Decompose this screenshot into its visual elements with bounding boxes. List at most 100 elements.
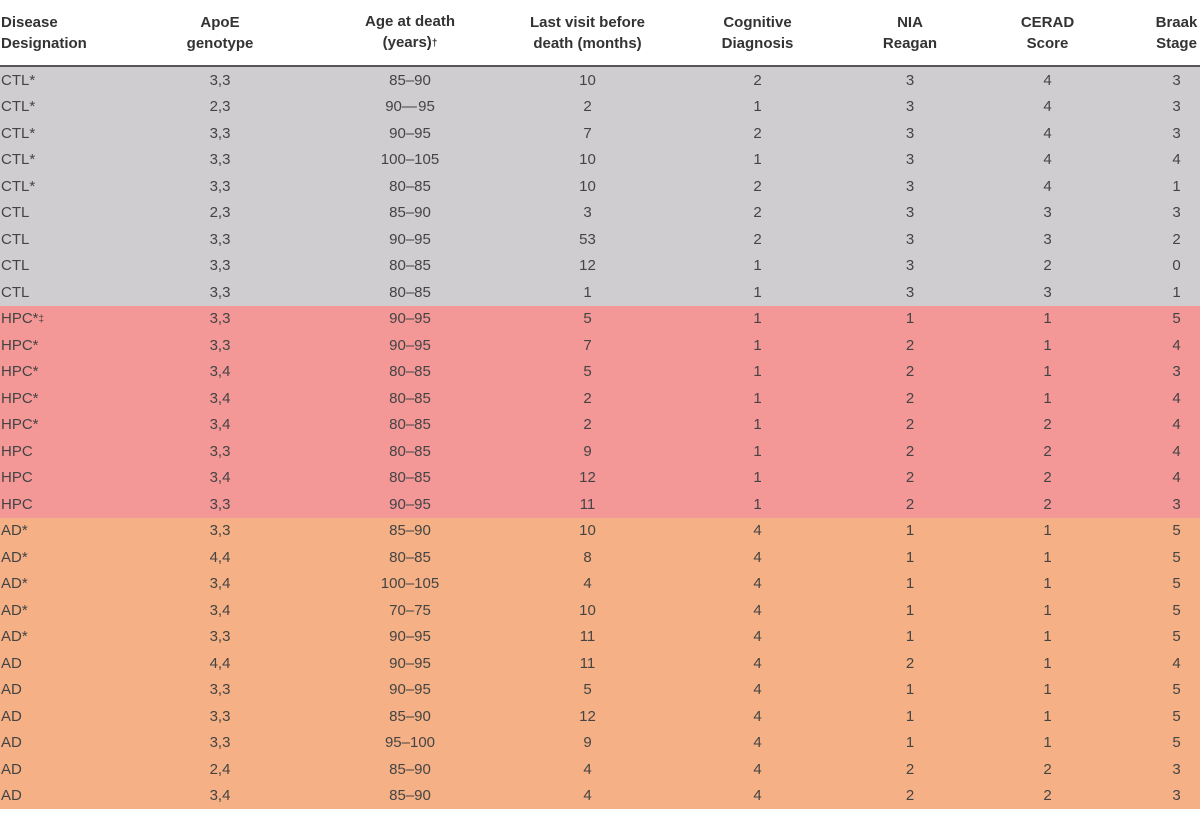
cell-apoe-genotype: 2,4 — [120, 756, 320, 783]
cell-age-at-death: 85–90 — [320, 199, 500, 226]
cell-value: 1 — [1043, 681, 1052, 699]
cell-value: 4 — [753, 734, 762, 752]
cell-value: 1 — [1043, 734, 1052, 752]
cell-age-at-death: 90–95 — [320, 676, 500, 703]
cell-value: 3,3 — [209, 124, 231, 142]
cell-nia-reagan: 2 — [840, 756, 980, 783]
cell-age-at-death: 80–85 — [320, 438, 500, 465]
cell-value: 3,3 — [209, 522, 231, 540]
cell-cerad-score: 1 — [980, 703, 1115, 730]
cell-value: 90–95 — [389, 495, 431, 513]
cell-age-at-death: 100–105 — [320, 146, 500, 173]
cell-value: 1 — [753, 310, 762, 328]
cell-cognitive-diagnosis: 1 — [675, 252, 840, 279]
cell-disease-designation: AD* — [0, 544, 120, 571]
cell-value: 4 — [1172, 336, 1181, 354]
cell-value: 3,3 — [209, 628, 231, 646]
cell-apoe-genotype: 3,3 — [120, 517, 320, 544]
table-row: AD* 3,3 90–95 11 4 1 1 5 — [0, 623, 1200, 650]
cell-age-at-death: 70–75 — [320, 597, 500, 624]
cell-value: 8 — [583, 548, 592, 566]
column-header-line: Last visit before — [529, 13, 646, 31]
cell-braak-stage: 1 — [1115, 173, 1200, 200]
cell-cognitive-diagnosis: 1 — [675, 491, 840, 518]
cell-disease-designation: CTL* — [0, 146, 120, 173]
cell-last-visit-before-death: 5 — [500, 305, 675, 332]
cell-cerad-score: 1 — [980, 650, 1115, 677]
cell-last-visit-before-death: 5 — [500, 676, 675, 703]
cell-cerad-score: 3 — [980, 199, 1115, 226]
cell-value: 3,4 — [209, 363, 231, 381]
cell-disease-designation: AD — [0, 650, 120, 677]
cell-value: CTL — [1, 204, 30, 222]
cell-last-visit-before-death: 3 — [500, 199, 675, 226]
cell-apoe-genotype: 3,3 — [120, 676, 320, 703]
cell-value: 4 — [1043, 71, 1052, 89]
cell-cognitive-diagnosis: 4 — [675, 676, 840, 703]
cell-apoe-genotype: 3,3 — [120, 623, 320, 650]
cell-value: 7 — [583, 124, 592, 142]
cell-value: 2 — [1043, 495, 1052, 513]
cell-braak-stage: 3 — [1115, 66, 1200, 94]
cell-cerad-score: 4 — [980, 93, 1115, 120]
cell-cerad-score: 3 — [980, 279, 1115, 306]
cell-value: 2 — [905, 654, 915, 672]
cell-cognitive-diagnosis: 2 — [675, 120, 840, 147]
cell-cerad-score: 2 — [980, 782, 1115, 809]
cell-cerad-score: 2 — [980, 491, 1115, 518]
cell-value: 1 — [583, 283, 592, 301]
cell-disease-designation: AD* — [0, 570, 120, 597]
cell-value: 1 — [905, 707, 915, 725]
cell-last-visit-before-death: 10 — [500, 173, 675, 200]
cell-value: 1 — [1043, 389, 1052, 407]
cell-value: 1 — [753, 442, 762, 460]
cell-value: 3 — [1043, 204, 1052, 222]
cell-value: 0 — [1172, 257, 1181, 275]
cell-last-visit-before-death: 7 — [500, 120, 675, 147]
cell-last-visit-before-death: 11 — [500, 491, 675, 518]
cell-disease-designation: CTL* — [0, 93, 120, 120]
column-header-line: NIA — [897, 13, 923, 31]
cell-value: CTL* — [1, 71, 36, 89]
cell-nia-reagan: 3 — [840, 199, 980, 226]
cell-disease-designation: HPC — [0, 438, 120, 465]
cell-value: 5 — [1172, 601, 1181, 619]
column-header-line: Score — [1026, 34, 1069, 52]
cell-value: 1 — [1043, 548, 1052, 566]
cell-value: 4 — [1172, 442, 1181, 460]
cell-cognitive-diagnosis: 4 — [675, 703, 840, 730]
cell-value: 80–85 — [389, 283, 431, 301]
cell-value: 1 — [753, 98, 762, 116]
cell-value: 90–95 — [389, 230, 431, 248]
cell-apoe-genotype: 3,3 — [120, 332, 320, 359]
cell-value: 5 — [1172, 681, 1181, 699]
cell-value: 3,3 — [209, 495, 231, 513]
cell-apoe-genotype: 3,3 — [120, 173, 320, 200]
cell-value: HPC* — [1, 363, 39, 381]
cell-nia-reagan: 2 — [840, 385, 980, 412]
cell-value: 1 — [905, 734, 915, 752]
cell-value: CTL — [1, 257, 30, 275]
cell-braak-stage: 2 — [1115, 226, 1200, 253]
cell-value: 1 — [753, 416, 762, 434]
cell-disease-designation: CTL* — [0, 66, 120, 94]
table-row: AD* 3,3 85–90 10 4 1 1 5 — [0, 517, 1200, 544]
cell-value: 2 — [1043, 469, 1052, 487]
cell-disease-designation: HPC* — [0, 358, 120, 385]
cell-age-at-death: 85–90 — [320, 517, 500, 544]
column-header-line: Reagan — [882, 34, 938, 52]
cell-nia-reagan: 2 — [840, 332, 980, 359]
cell-value: 4 — [753, 522, 762, 540]
cell-value: 4 — [753, 707, 762, 725]
cell-value: 2 — [1043, 442, 1052, 460]
cell-braak-stage: 3 — [1115, 358, 1200, 385]
cell-apoe-genotype: 2,3 — [120, 93, 320, 120]
column-header-line: Braak — [1155, 13, 1198, 31]
cell-value: 2 — [1043, 416, 1052, 434]
cell-value: 3 — [905, 283, 915, 301]
cell-value: 5 — [583, 681, 592, 699]
cell-value: 2 — [583, 98, 592, 116]
cell-cognitive-diagnosis: 1 — [675, 464, 840, 491]
column-header-braak-stage: Braak Stage — [1115, 0, 1200, 66]
cell-value: 3,4 — [209, 601, 231, 619]
